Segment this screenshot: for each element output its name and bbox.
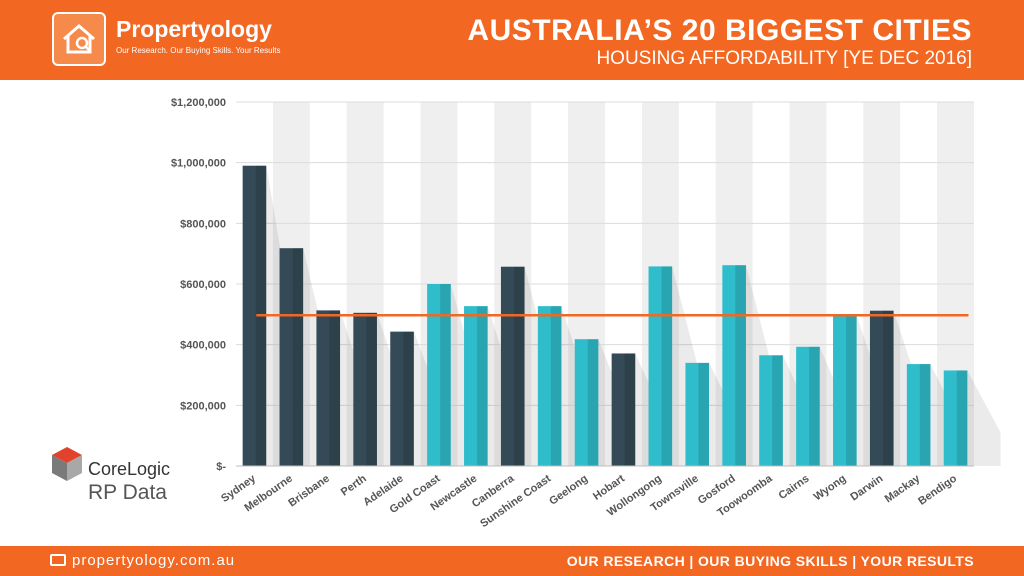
brand-tagline: Our Research. Our Buying Skills. Your Re… — [116, 46, 281, 55]
y-tick-label: $800,000 — [180, 218, 226, 230]
bar — [427, 284, 451, 466]
x-tick-label: Wyong — [812, 473, 849, 504]
x-tick-label: Geelong — [547, 473, 590, 508]
bar-side — [809, 346, 820, 466]
y-tick-label: $600,000 — [180, 279, 226, 291]
brand-name: Propertyology — [116, 16, 272, 42]
x-tick-label: Cairns — [777, 473, 812, 502]
bar — [500, 266, 525, 466]
bar — [390, 331, 414, 466]
bar — [279, 248, 304, 466]
corelogic-cube-icon — [52, 447, 82, 481]
bar — [906, 364, 931, 466]
bar-side — [624, 353, 636, 466]
y-tick-label: $1,200,000 — [171, 97, 226, 109]
x-tick-label: Darwin — [848, 472, 885, 503]
propertyology-logo[interactable] — [52, 12, 106, 66]
bar — [869, 310, 894, 466]
y-tick-label: $200,000 — [180, 400, 226, 412]
x-tick-label: Bendigo — [916, 472, 959, 507]
bar — [353, 312, 377, 466]
bar — [943, 370, 968, 466]
bar-side — [440, 284, 451, 466]
bar-side — [772, 355, 783, 466]
bar — [759, 355, 783, 466]
bar — [316, 310, 341, 466]
bar-side — [735, 265, 746, 466]
page-subtitle: HOUSING AFFORDABILITY [YE DEC 2016] — [596, 48, 972, 69]
bar-side — [661, 266, 673, 466]
footer-tagline: OUR RESEARCH | OUR BUYING SKILLS | YOUR … — [566, 553, 974, 569]
y-tick-label: $400,000 — [180, 340, 226, 352]
header-bar: Propertyology Our Research. Our Buying S… — [0, 0, 1024, 80]
bar-side — [477, 306, 488, 466]
corelogic-logo: CoreLogic RP Data — [50, 445, 200, 505]
corelogic-sub: RP Data — [88, 481, 167, 504]
bar-side — [846, 315, 857, 466]
bar-side — [550, 306, 562, 466]
bar-side — [513, 266, 525, 466]
footer-url[interactable]: propertyology.com.au — [72, 552, 236, 569]
bar — [833, 315, 857, 466]
bar-side — [956, 370, 968, 466]
x-tick-label: Perth — [339, 472, 369, 498]
corelogic-name: CoreLogic — [88, 459, 171, 479]
y-tick-label: $1,000,000 — [171, 158, 226, 170]
x-tick-label: Sunshine Coast — [478, 472, 553, 530]
bar — [611, 353, 636, 466]
bar-side — [292, 248, 304, 466]
bar-shadow — [967, 370, 1001, 466]
bar — [685, 362, 710, 466]
bar — [574, 339, 599, 466]
bar — [242, 165, 267, 466]
house-magnifier-icon — [63, 24, 95, 54]
footer-bar: propertyology.com.au OUR RESEARCH | OUR … — [0, 546, 1024, 576]
bar — [537, 306, 562, 466]
bar-side — [882, 310, 894, 466]
bar-side — [403, 331, 414, 466]
page-title: AUSTRALIA’S 20 BIGGEST CITIES — [467, 14, 972, 47]
x-tick-label: Brisbane — [286, 473, 331, 510]
bar-side — [919, 364, 931, 466]
bar-side — [587, 339, 599, 466]
bar-side — [366, 312, 377, 466]
bar-chart: $- $200,000 $400,000 $600,000 $800,000 $1,000… — [171, 97, 1001, 530]
bar — [796, 346, 820, 466]
bar-side — [329, 310, 341, 466]
monitor-icon — [50, 554, 66, 566]
bar-side — [698, 362, 710, 466]
y-tick-label: $- — [216, 461, 226, 473]
bar — [464, 306, 488, 466]
